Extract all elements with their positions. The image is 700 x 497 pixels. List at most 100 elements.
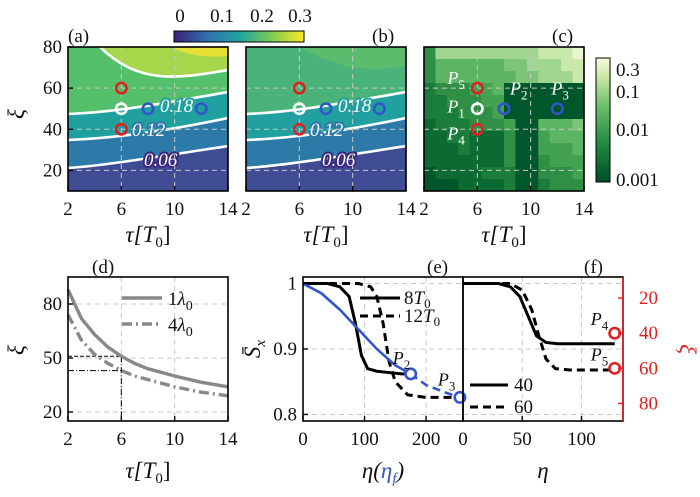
heat-cell (572, 143, 584, 156)
heat-cell (572, 131, 584, 144)
heat-cell (526, 131, 539, 144)
heat-cell (446, 179, 459, 191)
heat-cell (458, 95, 471, 108)
heat-cell (572, 59, 584, 72)
y-tick-label: 0.8 (273, 404, 297, 425)
panel-e-ylabel: S̄x (240, 340, 269, 359)
panel-d-ticks: 2 6 10 14 20 50 80 (43, 294, 238, 450)
c-cbar-tick-0001: 0.001 (616, 170, 659, 191)
heat-cell (561, 155, 574, 168)
heat-cell (549, 155, 562, 168)
panel-a-frame (67, 46, 229, 192)
panel-b: 0.06 0.12 0.18 (b) 2 6 10 14 τ[T0] (241, 26, 416, 251)
heat-cell (435, 131, 448, 144)
heat-cell (572, 47, 584, 60)
panel-b-heatmap: 0.06 0.12 0.18 (246, 47, 406, 191)
x-tick-label: 14 (397, 199, 417, 220)
heat-cell (504, 71, 516, 84)
heat-cell (424, 131, 436, 144)
panel-a-heatmap: 0.06 0.12 0.18 (68, 47, 228, 191)
heat-cell (481, 179, 494, 191)
panel-d-frame (67, 276, 229, 422)
heat-cell (435, 155, 448, 168)
y-tick-label: 0.9 (273, 339, 297, 360)
marker-circle (372, 102, 386, 116)
y2-tick-label: 60 (639, 358, 658, 379)
x-tick-label: 2 (241, 199, 251, 220)
marker-circle (114, 81, 128, 95)
heat-cell (549, 59, 562, 72)
heat-cell (561, 167, 574, 180)
c-cbar-tick-001: 0.01 (616, 120, 649, 141)
marker-circle (194, 102, 208, 116)
y-tick-label: 20 (43, 402, 62, 423)
colorbar-tick-1: 0.1 (210, 6, 234, 27)
heat-cell (549, 71, 562, 84)
y-tick-label: 20 (43, 160, 62, 181)
heat-cell (504, 95, 516, 108)
panel-c-ticks: 2 6 10 14 (419, 186, 594, 220)
heat-cell (538, 167, 551, 180)
x-tick-label: 10 (165, 199, 184, 220)
x-tick-label: 6 (117, 199, 127, 220)
colorbar-tick-0: 0 (175, 6, 185, 27)
panel-d: (d) 2 6 10 14 20 50 80 ξ τ[T0] 1λ0 4λ0 (4, 257, 238, 487)
point-p5 (470, 81, 484, 95)
heat-cell (538, 155, 551, 168)
marker-circle (292, 102, 306, 116)
heat-cell (481, 131, 494, 144)
x-tick-label: 6 (473, 199, 483, 220)
y-tick-label: 80 (43, 294, 62, 315)
panel-c-frame (423, 46, 585, 192)
heat-cell (549, 119, 562, 132)
y-tick-label: 50 (43, 348, 62, 369)
heat-cell (549, 167, 562, 180)
x-tick-label: 100 (350, 429, 379, 450)
heat-cell (435, 143, 448, 156)
heat-cell (526, 95, 539, 108)
heat-cell (492, 143, 505, 156)
top-colorbar: 0 0.1 0.2 0.3 (173, 6, 312, 43)
heat-cell (561, 59, 574, 72)
panel-d-label: (d) (92, 257, 114, 278)
heat-cell (504, 167, 516, 180)
heat-cell (526, 71, 539, 84)
panel-b-markers (292, 81, 386, 136)
x-tick-label: 100 (567, 429, 596, 450)
panel-c-colorbar: 0.3 0.1 0.01 0.001 (595, 57, 659, 191)
heat-cell (561, 143, 574, 156)
series-line-60 (463, 282, 615, 372)
heat-cell (526, 119, 539, 132)
heat-cell (504, 47, 516, 60)
panel-a-xlabel: τ[T0] (125, 222, 170, 251)
heat-cell (515, 155, 528, 168)
series-line-40 (463, 282, 615, 346)
heat-cell (538, 83, 551, 96)
legend-e-12t0: 12T0 (404, 306, 440, 329)
heat-cell (504, 119, 516, 132)
heat-cell (458, 167, 471, 180)
panel-a-markers (114, 81, 208, 136)
heat-cell (481, 47, 494, 60)
heat-cell (538, 131, 551, 144)
series-line-12T0 (303, 282, 460, 399)
legend-e-8t0: 8T0 (404, 288, 431, 311)
panel-b-contours (246, 90, 406, 170)
x-tick-label: 0 (298, 429, 308, 450)
marker-circle (292, 122, 306, 136)
heat-cell (446, 143, 459, 156)
contour-label-a-012: 0.12 (132, 120, 166, 141)
contour-label-b-012: 0.12 (310, 120, 344, 141)
heat-cell (526, 47, 539, 60)
panel-c-label: (c) (552, 26, 573, 47)
heat-cell (458, 107, 471, 120)
heat-cell (446, 59, 459, 72)
point-label-p4: P4 (590, 309, 609, 333)
heat-cell (424, 59, 436, 72)
heat-cell (515, 47, 528, 60)
heat-cell (549, 143, 562, 156)
x-tick-label: 10 (521, 199, 540, 220)
heat-cell (446, 47, 459, 60)
